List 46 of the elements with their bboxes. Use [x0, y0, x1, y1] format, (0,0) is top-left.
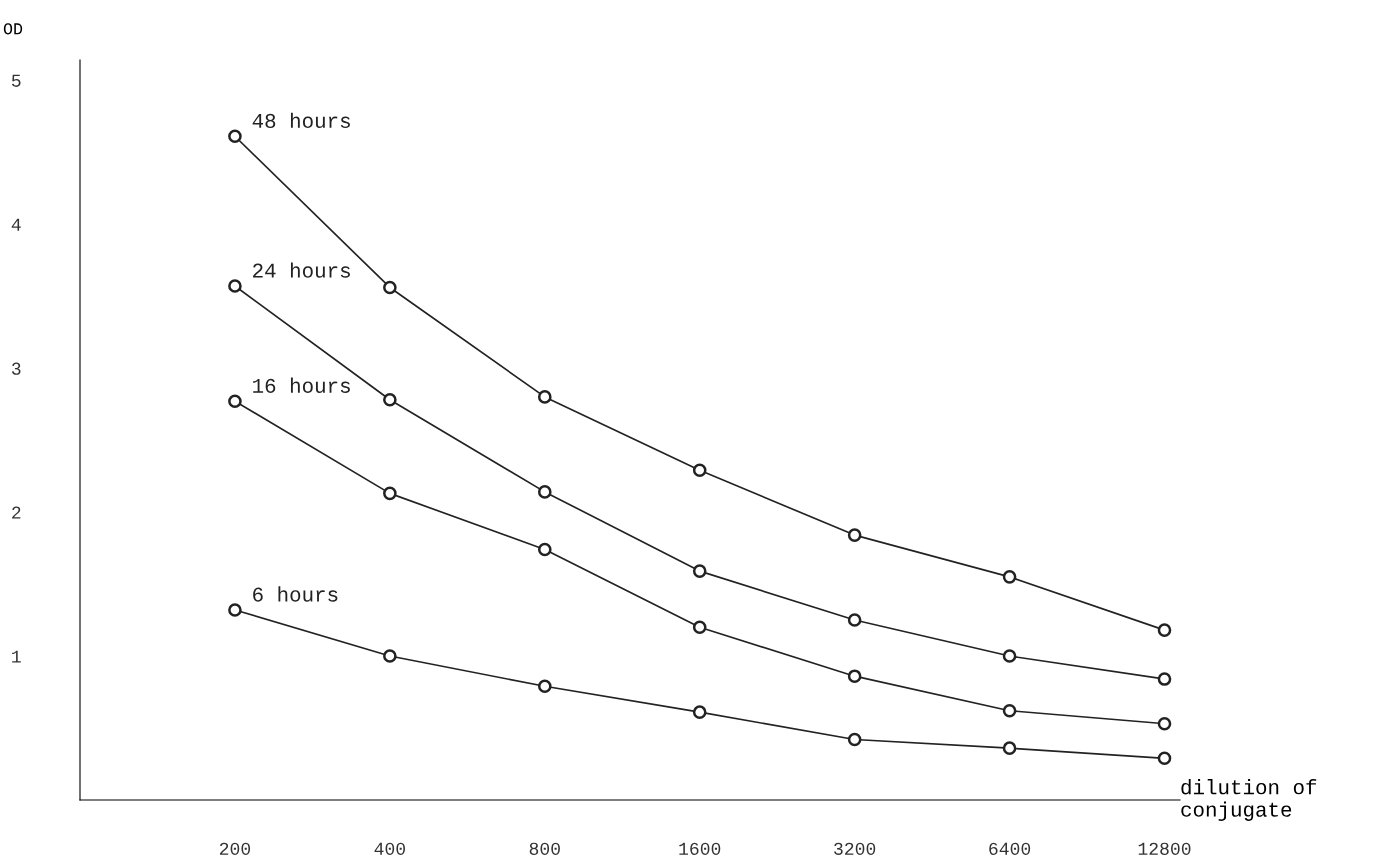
point — [692, 620, 707, 635]
point — [537, 390, 552, 404]
point — [847, 528, 862, 542]
series-label: 48 hours — [252, 112, 350, 129]
point — [1002, 741, 1017, 755]
y-axis-title: OD — [3, 23, 23, 35]
point — [847, 732, 862, 747]
point — [228, 394, 242, 409]
point — [1157, 751, 1172, 766]
series-label: 24 hours — [253, 262, 350, 278]
point — [383, 486, 397, 501]
x-tick-label: 800 — [529, 842, 560, 855]
point — [692, 463, 707, 478]
x-axis-title: dilution of conjugate — [1181, 779, 1317, 821]
point — [692, 564, 707, 578]
y-tick-label: 2 — [12, 506, 21, 519]
y-tick-label: 1 — [12, 650, 21, 663]
series-label: 16 hours — [253, 377, 350, 393]
x-tick-label: 200 — [219, 842, 251, 855]
point — [847, 613, 862, 627]
point — [537, 679, 552, 694]
point — [537, 485, 552, 499]
point — [383, 649, 397, 663]
point — [1002, 703, 1017, 718]
x-tick-label: 1600 — [679, 842, 721, 855]
point — [383, 392, 397, 407]
point — [1002, 649, 1017, 663]
point — [1157, 672, 1172, 686]
point — [383, 280, 397, 295]
point — [537, 542, 552, 557]
point — [1002, 570, 1017, 584]
x-tick-label: 400 — [374, 842, 405, 855]
point — [1157, 623, 1172, 637]
point — [1157, 716, 1172, 731]
point — [847, 669, 862, 683]
x-tick-label: 12800 — [1138, 842, 1191, 855]
series-label: 6 hours — [253, 586, 338, 602]
point — [228, 603, 242, 617]
x-tick-label: 3200 — [834, 842, 876, 855]
y-tick-label: 5 — [11, 74, 21, 87]
x-tick-label: 6400 — [989, 842, 1031, 855]
point — [692, 705, 707, 719]
point — [228, 279, 242, 293]
y-tick-label: 3 — [11, 362, 21, 375]
y-tick-label: 4 — [11, 218, 21, 231]
point — [228, 129, 242, 144]
